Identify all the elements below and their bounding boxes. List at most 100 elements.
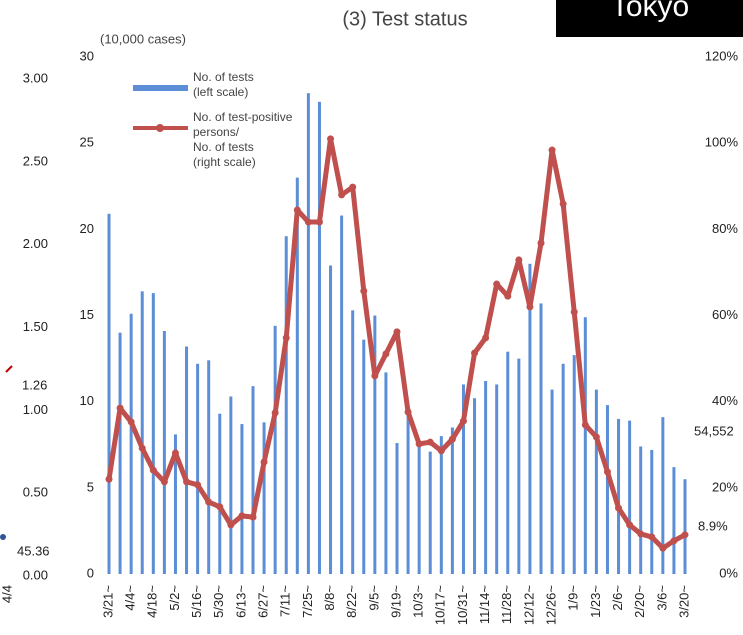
- bar: [207, 360, 211, 574]
- bar: [284, 236, 288, 574]
- y-tick-label: 5: [87, 479, 94, 494]
- side-tick-label: 1.50: [23, 319, 48, 334]
- side-tick-label: 3.00: [23, 70, 48, 85]
- x-tick-label: 8/8~: [322, 585, 337, 611]
- line-point: [293, 206, 301, 214]
- bar: [107, 213, 111, 574]
- y-tick-label: 25: [80, 135, 94, 150]
- bar: [295, 177, 299, 574]
- line-point: [659, 544, 667, 552]
- line-point: [437, 447, 445, 455]
- line-point: [559, 200, 567, 208]
- x-tick-label: 10/31~: [455, 585, 470, 626]
- line-point: [105, 475, 113, 483]
- x-tick-label: 5/30~: [211, 585, 226, 618]
- y2-tick-label: 40%: [712, 393, 738, 408]
- line-point: [426, 438, 434, 446]
- line-point: [138, 444, 146, 452]
- badge: Tokyo: [611, 0, 689, 23]
- chart-title: (3) Test status: [342, 8, 467, 30]
- line-point: [681, 531, 689, 539]
- side-marker: [5, 365, 13, 373]
- bar: [572, 355, 576, 574]
- bar: [273, 325, 277, 574]
- line-point: [581, 421, 589, 429]
- line-point: [615, 504, 623, 512]
- bar: [461, 384, 465, 574]
- bar: [384, 372, 388, 574]
- bar: [417, 446, 421, 574]
- bar: [351, 310, 355, 574]
- right-label: 8.9%: [698, 518, 728, 533]
- legend-swatch: [156, 124, 164, 132]
- y2-tick-label: 60%: [712, 307, 738, 322]
- line-point: [637, 530, 645, 538]
- line-point: [404, 408, 412, 416]
- bar: [173, 434, 177, 574]
- line-point: [183, 478, 191, 486]
- line-point: [304, 218, 312, 226]
- line-point: [371, 372, 379, 380]
- bar: [539, 303, 543, 574]
- bar: [473, 398, 477, 574]
- bar: [262, 422, 266, 574]
- x-tick-label: 10/17~: [433, 585, 448, 626]
- y-tick-label: 10: [80, 393, 94, 408]
- bar: [661, 417, 665, 574]
- y2-tick-label: 120%: [705, 48, 739, 63]
- right-label: 54,552: [694, 423, 734, 438]
- bar: [650, 449, 654, 574]
- bar: [395, 443, 399, 574]
- x-tick-label: 3/6~: [654, 585, 669, 611]
- bar: [140, 291, 144, 574]
- x-tick-label: 11/14~: [477, 585, 492, 625]
- line-point: [393, 328, 401, 336]
- bar: [406, 410, 410, 574]
- x-tick-label: 5/2~: [167, 585, 182, 611]
- y2-tick-label: 80%: [712, 221, 738, 236]
- line-point: [459, 417, 467, 425]
- x-tick-label: 4/18~: [145, 585, 160, 618]
- bar: [151, 293, 155, 574]
- line-point: [626, 521, 634, 529]
- line-point: [504, 292, 512, 300]
- x-tick-label: 2/6~: [610, 585, 625, 611]
- y2-tick-label: 20%: [712, 479, 738, 494]
- side-tick-label: 1.00: [23, 402, 48, 417]
- bar: [329, 265, 333, 574]
- line-point: [592, 433, 600, 441]
- line-point: [482, 334, 490, 342]
- x-tick-label: 2/20~: [632, 585, 647, 618]
- bar: [617, 418, 621, 574]
- bar: [583, 317, 587, 574]
- line-point: [515, 256, 523, 264]
- line-point: [216, 503, 224, 511]
- line-point: [548, 146, 556, 154]
- y-axis-label: (10,000 cases): [100, 31, 186, 46]
- x-tick-label: 12/26~: [544, 585, 559, 626]
- bar: [605, 405, 609, 574]
- x-tick-label: 3/20~: [676, 585, 691, 618]
- x-tick-label: 4/4~: [123, 585, 138, 611]
- line-point: [315, 218, 323, 226]
- line-point: [382, 350, 390, 358]
- line-point: [249, 513, 257, 521]
- bar: [317, 101, 321, 574]
- bar: [594, 389, 598, 574]
- bar: [628, 420, 632, 574]
- y-tick-label: 20: [80, 221, 94, 236]
- side-tick-label: 0.50: [23, 485, 48, 500]
- y-tick-label: 0: [87, 565, 94, 580]
- x-tick-label: 7/25~: [300, 585, 315, 618]
- bar: [162, 331, 166, 574]
- bar: [218, 413, 222, 574]
- bar: [306, 93, 310, 574]
- bar: [240, 424, 244, 574]
- line-point: [526, 303, 534, 311]
- legend-label: No. of tests (left scale): [193, 70, 254, 99]
- y-tick-label: 30: [80, 48, 94, 63]
- y2-tick-label: 0%: [719, 565, 738, 580]
- line-point: [116, 404, 124, 412]
- line-point: [670, 537, 678, 545]
